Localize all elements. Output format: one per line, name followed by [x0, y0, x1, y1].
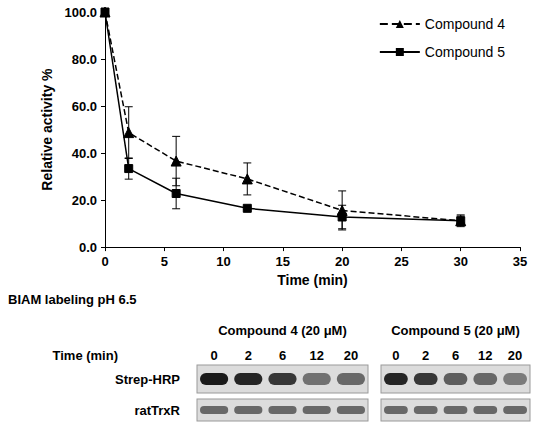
svg-text:20: 20	[508, 348, 522, 363]
svg-text:2: 2	[422, 348, 429, 363]
svg-text:40.0: 40.0	[72, 146, 97, 161]
svg-text:25: 25	[394, 254, 408, 269]
svg-text:12: 12	[309, 348, 323, 363]
svg-text:80.0: 80.0	[72, 52, 97, 67]
svg-text:Strep-HRP: Strep-HRP	[115, 372, 180, 387]
svg-text:0: 0	[210, 348, 217, 363]
svg-text:60.0: 60.0	[72, 99, 97, 114]
svg-text:Compound 5 (20 μM): Compound 5 (20 μM)	[391, 323, 520, 338]
svg-text:Time (min): Time (min)	[277, 272, 348, 288]
svg-text:Compound 4 (20 μM): Compound 4 (20 μM)	[218, 323, 347, 338]
svg-text:10: 10	[216, 254, 230, 269]
svg-text:2: 2	[245, 348, 252, 363]
svg-text:Relative activity %: Relative activity %	[39, 68, 55, 191]
svg-text:12: 12	[478, 348, 492, 363]
svg-text:0: 0	[101, 254, 108, 269]
svg-text:20: 20	[335, 254, 349, 269]
svg-text:6: 6	[452, 348, 459, 363]
svg-text:20: 20	[344, 348, 358, 363]
svg-text:5: 5	[161, 254, 168, 269]
svg-text:30: 30	[453, 254, 467, 269]
svg-text:6: 6	[279, 348, 286, 363]
svg-text:35: 35	[513, 254, 527, 269]
svg-text:Time (min): Time (min)	[53, 348, 119, 363]
svg-text:20.0: 20.0	[72, 193, 97, 208]
svg-text:ratTrxR: ratTrxR	[134, 403, 180, 418]
svg-text:BIAM labeling pH 6.5: BIAM labeling pH 6.5	[8, 292, 137, 307]
svg-text:Compound 4: Compound 4	[425, 16, 505, 32]
svg-text:0: 0	[392, 348, 399, 363]
svg-text:Compound 5: Compound 5	[425, 44, 505, 60]
svg-text:100.0: 100.0	[64, 5, 97, 20]
svg-text:0.0: 0.0	[79, 240, 97, 255]
svg-text:15: 15	[276, 254, 290, 269]
